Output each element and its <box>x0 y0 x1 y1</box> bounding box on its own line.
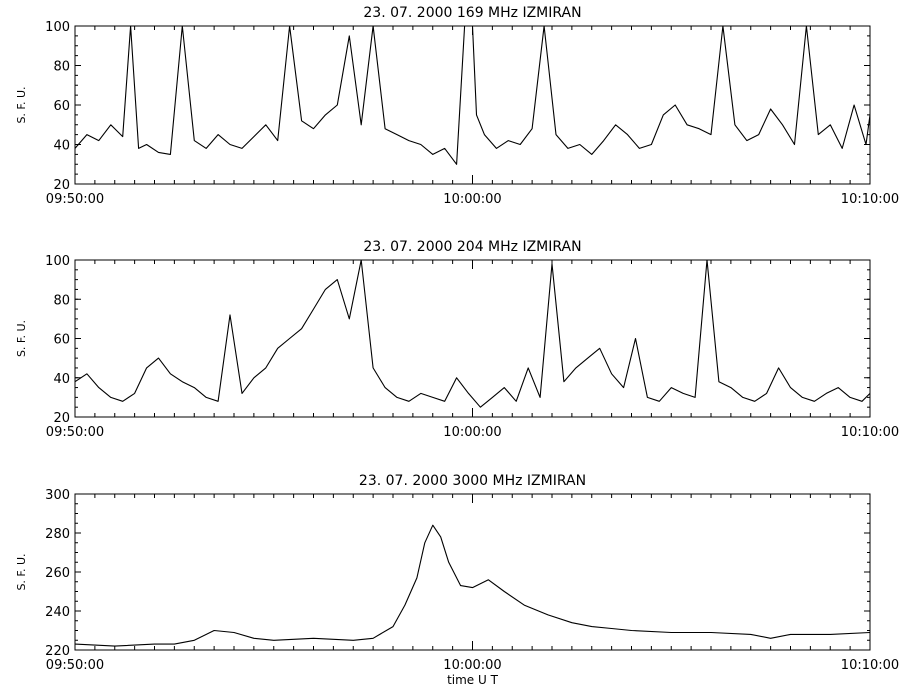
y-tick-label: 20 <box>53 411 70 426</box>
series-line <box>74 25 871 165</box>
chart-title: 23. 07. 2000 204 MHz IZMIRAN <box>363 239 581 255</box>
x-tick-label: 10:00:00 <box>443 192 501 207</box>
plot-frame <box>74 493 871 651</box>
y-tick-label: 300 <box>45 488 70 503</box>
chart-panel-3: 23. 07. 2000 3000 MHz IZMIRAN S. F. U. 220… <box>15 473 899 687</box>
y-tick-label: 100 <box>45 20 70 35</box>
y-tick-label: 80 <box>53 293 70 308</box>
x-tick-label: 10:10:00 <box>841 658 899 673</box>
x-tick-label: 10:10:00 <box>841 192 899 207</box>
x-tick-label: 09:50:00 <box>46 425 104 440</box>
y-tick-label: 60 <box>53 99 70 114</box>
x-axis-label: time U T <box>447 673 499 687</box>
y-tick-label: 240 <box>45 605 70 620</box>
plot-frame <box>74 25 871 185</box>
chart-panel-1: 23. 07. 2000 169 MHz IZMIRAN S. F. U. 20 40… <box>15 5 899 207</box>
chart-panel-2: 23. 07. 2000 204 MHz IZMIRAN S. F. U. 20 40… <box>15 239 899 440</box>
y-tick-label: 280 <box>45 527 70 542</box>
series-line <box>74 524 871 647</box>
y-axis-label: S. F. U. <box>15 320 28 357</box>
y-tick-label: 260 <box>45 566 70 581</box>
y-axis-label: S. F. U. <box>15 553 28 590</box>
chart-title: 23. 07. 2000 3000 MHz IZMIRAN <box>359 473 586 489</box>
y-axis-label: S. F. U. <box>15 86 28 123</box>
x-tick-label: 10:10:00 <box>841 425 899 440</box>
y-tick-label: 80 <box>53 60 70 75</box>
x-tick-label: 09:50:00 <box>46 658 104 673</box>
x-tick-label: 10:00:00 <box>443 425 501 440</box>
y-tick-label: 20 <box>53 178 70 193</box>
y-tick-label: 40 <box>53 372 70 387</box>
y-tick-label: 220 <box>45 644 70 659</box>
plot-frame <box>74 259 871 418</box>
x-tick-label: 09:50:00 <box>46 192 104 207</box>
y-tick-label: 60 <box>53 333 70 348</box>
y-tick-label: 40 <box>53 139 70 154</box>
series-line <box>74 259 871 408</box>
y-tick-label: 100 <box>45 254 70 269</box>
x-tick-label: 10:00:00 <box>443 658 501 673</box>
chart-title: 23. 07. 2000 169 MHz IZMIRAN <box>363 5 581 21</box>
